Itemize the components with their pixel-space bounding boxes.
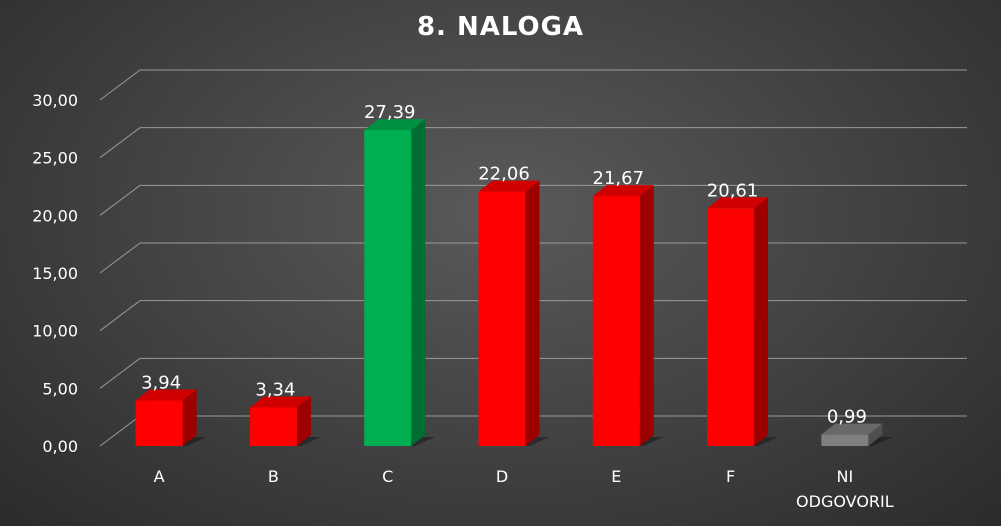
- bar-top: [135, 389, 197, 401]
- bar-top: [249, 396, 311, 408]
- y-tick-label: 10,00: [32, 322, 78, 341]
- bar-side: [525, 180, 540, 447]
- chart-title: 8. NALOGA: [416, 12, 585, 42]
- x-tick-label: B: [268, 467, 279, 486]
- x-tick-label: F: [726, 467, 735, 486]
- bar: [592, 196, 640, 446]
- y-tick-label: 25,00: [32, 149, 78, 168]
- y-tick-label: 15,00: [32, 264, 78, 283]
- data-label: 3,94: [141, 373, 181, 394]
- x-tick-label: NI: [837, 467, 854, 486]
- gridline-diagonal: [99, 242, 141, 274]
- bar: [249, 407, 297, 446]
- gridline-diagonal: [99, 415, 141, 447]
- bar-side: [639, 185, 654, 446]
- data-label: 0,99: [827, 407, 867, 428]
- bar: [135, 400, 183, 446]
- bar-side: [182, 389, 197, 446]
- bar-top: [821, 423, 883, 435]
- data-label: 22,06: [478, 164, 530, 185]
- gridline-diagonal: [99, 300, 141, 332]
- data-label: 20,61: [707, 180, 759, 201]
- bar-side: [411, 119, 426, 447]
- x-tick-label: C: [382, 467, 393, 486]
- bar-top: [592, 185, 654, 197]
- bar: [707, 208, 755, 446]
- gridline-diagonal: [99, 69, 141, 101]
- x-tick-label: E: [611, 467, 621, 486]
- y-tick-label: 0,00: [42, 437, 78, 456]
- x-tick-label: ODGOVORIL: [796, 492, 894, 511]
- bar-side: [296, 396, 311, 446]
- x-tick-label: A: [154, 467, 165, 486]
- bar-top: [364, 119, 426, 131]
- y-tick-label: 20,00: [32, 206, 78, 225]
- data-label: 27,39: [364, 102, 416, 123]
- bar: [821, 434, 869, 446]
- bar-side: [868, 423, 883, 446]
- bar-top: [707, 197, 769, 209]
- bar: [364, 130, 412, 447]
- y-tick-label: 5,00: [42, 379, 78, 398]
- bar-top: [478, 180, 540, 192]
- bar-side: [754, 197, 769, 446]
- data-label: 21,67: [593, 168, 645, 189]
- gridline-diagonal: [99, 357, 141, 389]
- x-tick-label: D: [496, 467, 508, 486]
- data-label: 3,34: [255, 379, 295, 400]
- bar: [478, 191, 526, 446]
- y-tick-label: 30,00: [32, 91, 78, 110]
- gridline-diagonal: [99, 184, 141, 216]
- gridline-diagonal: [99, 127, 141, 159]
